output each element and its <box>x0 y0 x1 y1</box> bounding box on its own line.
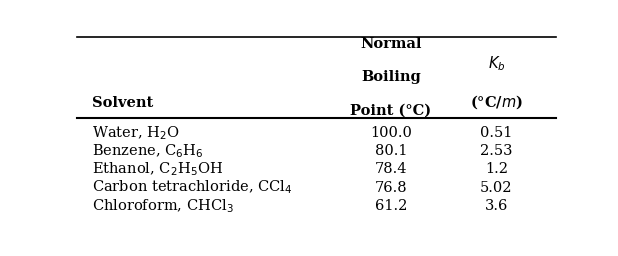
Text: Benzene, C$_6$H$_6$: Benzene, C$_6$H$_6$ <box>91 143 203 160</box>
Text: Water, H$_2$O: Water, H$_2$O <box>91 124 179 142</box>
Text: 3.6: 3.6 <box>485 199 508 213</box>
Text: 2.53: 2.53 <box>480 144 512 158</box>
Text: Point (°C): Point (°C) <box>350 104 431 118</box>
Text: 5.02: 5.02 <box>480 181 512 195</box>
Text: 61.2: 61.2 <box>375 199 407 213</box>
Text: 80.1: 80.1 <box>375 144 407 158</box>
Text: Carbon tetrachloride, CCl$_4$: Carbon tetrachloride, CCl$_4$ <box>91 179 292 196</box>
Text: Solvent: Solvent <box>91 95 153 110</box>
Text: 1.2: 1.2 <box>485 163 508 176</box>
Text: 76.8: 76.8 <box>375 181 407 195</box>
Text: Chloroform, CHCl$_3$: Chloroform, CHCl$_3$ <box>91 197 234 215</box>
Text: $K_b$: $K_b$ <box>488 54 505 73</box>
Text: 100.0: 100.0 <box>370 126 412 140</box>
Text: Boiling: Boiling <box>361 70 421 84</box>
Text: Normal: Normal <box>360 37 421 51</box>
Text: 78.4: 78.4 <box>375 163 407 176</box>
Text: 0.51: 0.51 <box>480 126 512 140</box>
Text: Ethanol, C$_2$H$_5$OH: Ethanol, C$_2$H$_5$OH <box>91 161 222 178</box>
Text: (°C/$m$): (°C/$m$) <box>470 94 523 111</box>
